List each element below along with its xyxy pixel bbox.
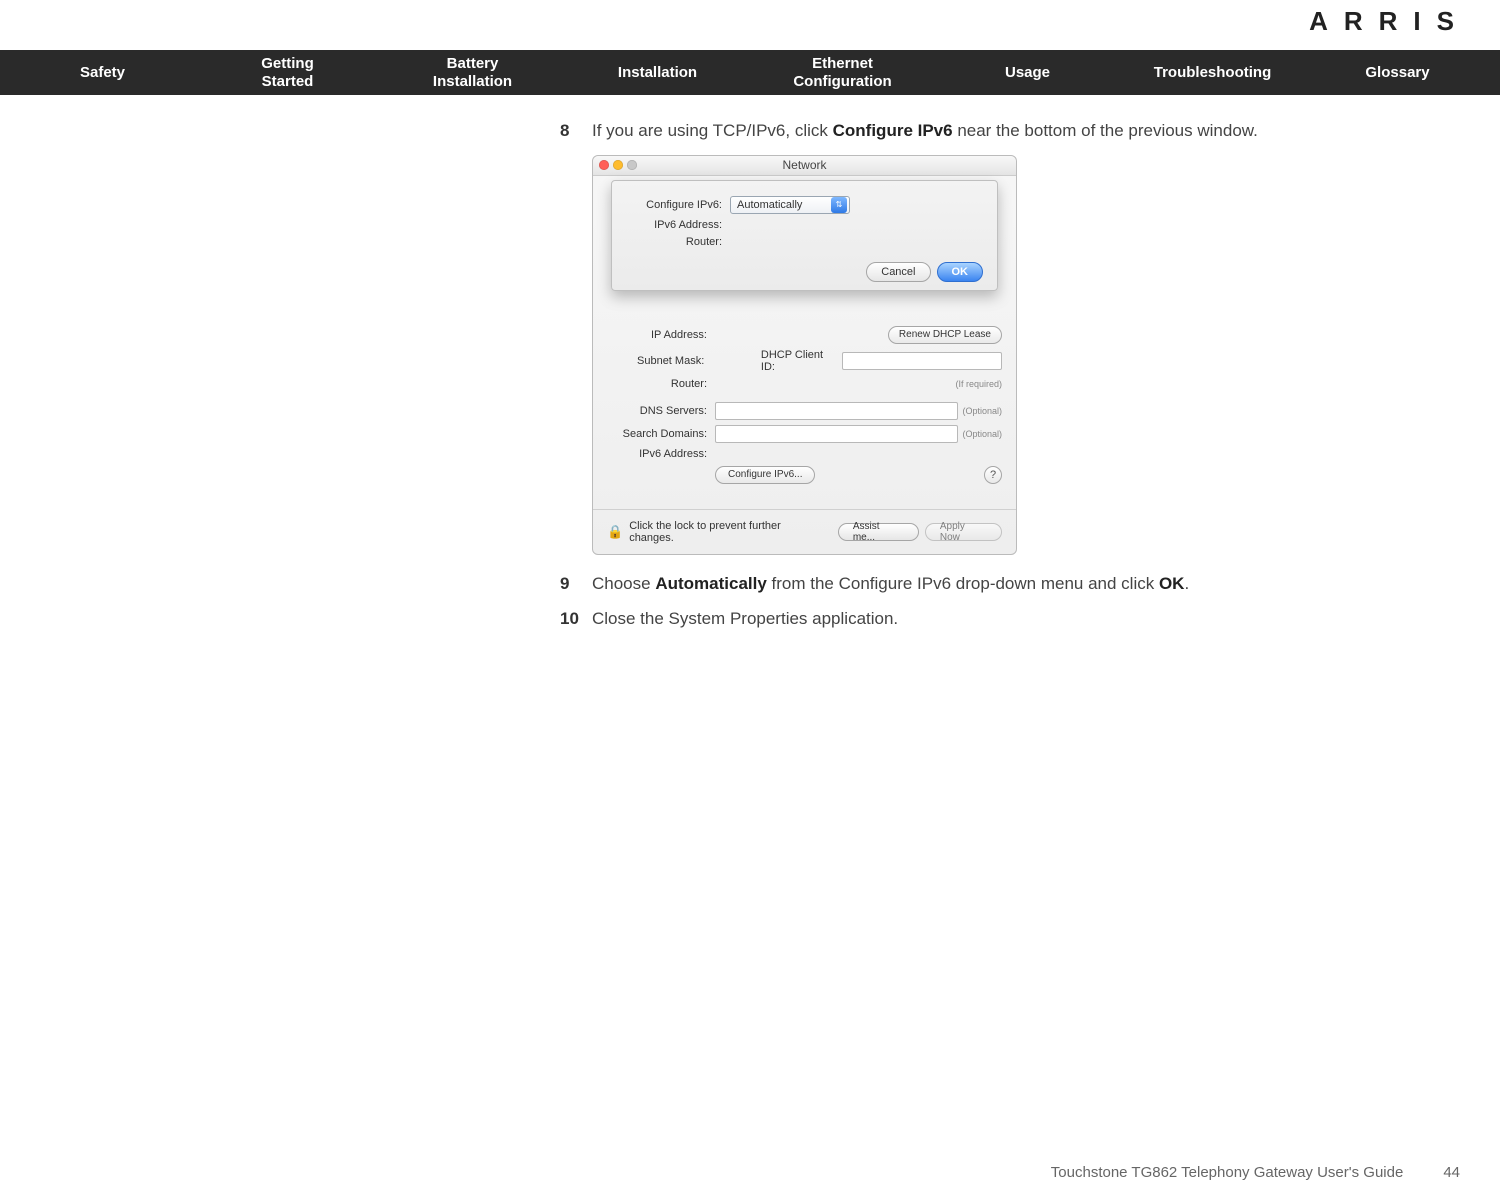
search-optional-hint: (Optional)	[962, 429, 1002, 439]
top-nav: Safety Getting Started Battery Installat…	[0, 50, 1500, 95]
network-pane: IP Address: Renew DHCP Lease Subnet Mask…	[593, 291, 1016, 499]
ipv6-sheet: Configure IPv6: Automatically ⇅ IPv6 Add…	[611, 180, 998, 291]
step-8-bold: Configure IPv6	[833, 121, 953, 140]
step-9-number: 9	[560, 573, 592, 596]
nav-installation[interactable]: Installation	[565, 64, 750, 81]
lock-icon[interactable]: 🔒	[607, 524, 623, 540]
page-number: 44	[1443, 1164, 1460, 1181]
nav-getting-started[interactable]: Getting Started	[195, 55, 380, 90]
search-domains-label: Search Domains:	[607, 428, 707, 440]
chevron-updown-icon: ⇅	[831, 197, 847, 213]
nav-battery-installation[interactable]: Battery Installation	[380, 55, 565, 90]
step-10: 10 Close the System Properties applicati…	[560, 608, 1260, 631]
ipv6-address-label-lower: IPv6 Address:	[607, 448, 707, 460]
step-9-mid: from the Configure IPv6 drop-down menu a…	[767, 574, 1159, 593]
dhcp-client-id-input[interactable]	[842, 352, 1002, 370]
nav-ethernet-configuration[interactable]: Ethernet Configuration	[750, 55, 935, 90]
window-title: Network	[593, 158, 1016, 172]
step-8-text: If you are using TCP/IPv6, click Configu…	[592, 120, 1258, 143]
nav-troubleshooting[interactable]: Troubleshooting	[1120, 64, 1305, 81]
router-label: Router:	[607, 378, 707, 390]
lock-text: Click the lock to prevent further change…	[629, 520, 826, 544]
footer-title: Touchstone TG862 Telephony Gateway User'…	[1051, 1164, 1404, 1181]
mac-titlebar: Network	[593, 156, 1016, 176]
configure-ipv6-button[interactable]: Configure IPv6...	[715, 466, 815, 484]
step-8-post: near the bottom of the previous window.	[953, 121, 1258, 140]
nav-safety[interactable]: Safety	[10, 64, 195, 81]
brand-logo: ARRIS	[1309, 6, 1470, 37]
configure-ipv6-value: Automatically	[737, 199, 802, 211]
dns-optional-hint: (Optional)	[962, 406, 1002, 416]
assist-me-button[interactable]: Assist me...	[838, 523, 919, 541]
step-9-text: Choose Automatically from the Configure …	[592, 573, 1189, 596]
dhcp-client-id-label: DHCP Client ID:	[761, 349, 838, 373]
if-required-hint: (If required)	[955, 379, 1002, 389]
configure-ipv6-label: Configure IPv6:	[626, 199, 722, 211]
nav-glossary[interactable]: Glossary	[1305, 64, 1490, 81]
ok-button[interactable]: OK	[937, 262, 984, 282]
subnet-mask-label: Subnet Mask:	[607, 355, 704, 367]
search-domains-input[interactable]	[715, 425, 958, 443]
step-10-text: Close the System Properties application.	[592, 608, 898, 631]
renew-dhcp-button[interactable]: Renew DHCP Lease	[888, 326, 1002, 344]
mac-network-window: Network Configure IPv6: Automatically ⇅ …	[592, 155, 1017, 555]
step-8-number: 8	[560, 120, 592, 143]
step-9-pre: Choose	[592, 574, 655, 593]
apply-now-button[interactable]: Apply Now	[925, 523, 1002, 541]
cancel-button[interactable]: Cancel	[866, 262, 930, 282]
lock-bar: 🔒 Click the lock to prevent further chan…	[593, 516, 1016, 554]
sheet-router-label: Router:	[626, 236, 722, 248]
content-area: 8 If you are using TCP/IPv6, click Confi…	[560, 120, 1260, 643]
step-9: 9 Choose Automatically from the Configur…	[560, 573, 1260, 596]
step-9-bold2: OK	[1159, 574, 1185, 593]
ipv6-address-label: IPv6 Address:	[626, 219, 722, 231]
dns-servers-input[interactable]	[715, 402, 958, 420]
step-9-bold1: Automatically	[655, 574, 766, 593]
ip-address-label: IP Address:	[607, 329, 707, 341]
help-icon[interactable]: ?	[984, 466, 1002, 484]
dns-servers-label: DNS Servers:	[607, 405, 707, 417]
configure-ipv6-select[interactable]: Automatically ⇅	[730, 196, 850, 214]
step-10-number: 10	[560, 608, 592, 631]
divider	[593, 509, 1016, 510]
step-8: 8 If you are using TCP/IPv6, click Confi…	[560, 120, 1260, 143]
step-9-post: .	[1184, 574, 1189, 593]
page-footer: Touchstone TG862 Telephony Gateway User'…	[0, 1164, 1500, 1181]
nav-usage[interactable]: Usage	[935, 64, 1120, 81]
step-8-pre: If you are using TCP/IPv6, click	[592, 121, 833, 140]
